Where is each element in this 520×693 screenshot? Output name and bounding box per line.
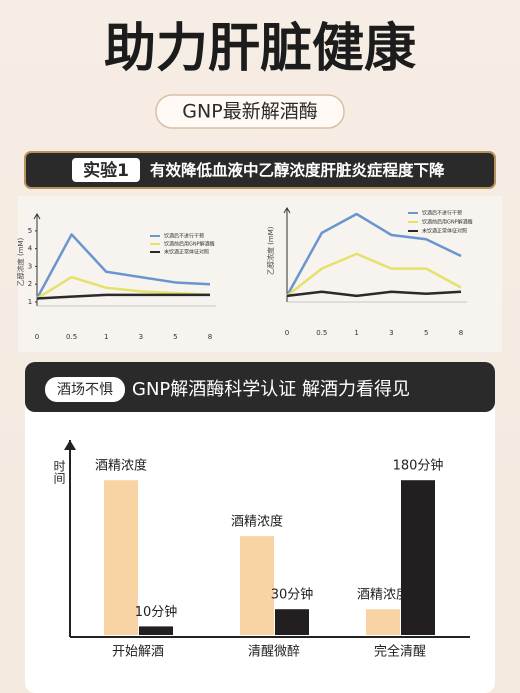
bar: [366, 609, 400, 635]
x-tick-label: 3: [139, 333, 143, 341]
section-tag-bg: [45, 377, 125, 402]
axis-arrow: [283, 207, 291, 214]
bar: [240, 536, 274, 635]
badge-text: GNP最新解酒酶: [182, 101, 317, 123]
bar-label: 10分钟: [135, 604, 178, 620]
bar-label: 酒精浓度: [357, 587, 409, 603]
x-tick-label: 0: [35, 333, 39, 341]
experiment-caption: 有效降低血液中乙醇浓度肝脏炎症程度下降: [150, 161, 445, 180]
bar: [275, 609, 309, 635]
experiment-banner: [24, 151, 496, 189]
x-tick-label: 8: [459, 329, 463, 337]
x-tick-label: 5: [173, 333, 177, 341]
bar: [104, 480, 138, 635]
legend-label: 饮酒后不进行干预: [164, 233, 204, 240]
x-tick-label: 完全清醒: [374, 644, 426, 660]
axis-arrow: [64, 440, 76, 450]
badge: [155, 94, 345, 129]
section-caption: GNP解酒酶科学认证 解酒力看得见: [132, 379, 410, 400]
legend-label: 饮酒后不进行干预: [422, 210, 462, 217]
y-tick-label: 2: [28, 280, 32, 288]
experiment-tag: 实验1: [83, 160, 129, 181]
title: 助力肝脏健康: [104, 19, 416, 79]
axis-arrow: [33, 213, 41, 220]
charts-panel: [18, 196, 502, 352]
legend-label: 未饮酒正常体征对照: [164, 249, 209, 256]
y-axis-label: 乙醇浓度 (mM): [266, 226, 275, 275]
x-tick-label: 8: [208, 333, 212, 341]
y-tick-label: 4: [28, 245, 33, 253]
legend-label: 饮酒前后用GNP解酒酶: [422, 219, 473, 226]
x-tick-label: 0.5: [316, 329, 327, 337]
x-tick-label: 3: [389, 329, 393, 337]
x-tick-label: 0.5: [66, 333, 77, 341]
series-line: [35, 233, 211, 300]
x-tick-label: 0: [285, 329, 289, 337]
x-tick-label: 1: [354, 329, 358, 337]
legend-label: 饮酒前后用GNP解酒酶: [164, 241, 215, 248]
series-line: [36, 293, 210, 300]
bar-label: 30分钟: [271, 587, 314, 603]
result-header: [25, 362, 495, 412]
x-tick-label: 清醒微醉: [248, 644, 300, 660]
section-tag: 酒场不惧: [57, 382, 113, 398]
y-tick-label: 3: [28, 262, 32, 270]
series-line: [285, 212, 462, 297]
experiment-tag-bg: [72, 158, 140, 182]
bar-label: 180分钟: [393, 458, 444, 474]
bar-label: 酒精浓度: [95, 458, 147, 474]
legend-label: 未饮酒正常体征对照: [422, 228, 467, 235]
y-tick-label: 5: [28, 227, 32, 235]
bar: [401, 480, 435, 635]
x-tick-label: 开始解酒: [112, 645, 164, 660]
y-axis-label: 乙醇浓度 (mM): [16, 237, 25, 286]
y-tick-label: 1: [28, 298, 32, 306]
x-tick-label: 5: [424, 329, 428, 337]
bar: [139, 626, 173, 635]
series-line: [286, 290, 462, 298]
series-line: [36, 275, 211, 300]
x-tick-label: 1: [104, 333, 108, 341]
bar-label: 酒精浓度: [231, 514, 283, 530]
series-line: [286, 252, 462, 297]
y-axis-label: 时间: [52, 460, 66, 484]
